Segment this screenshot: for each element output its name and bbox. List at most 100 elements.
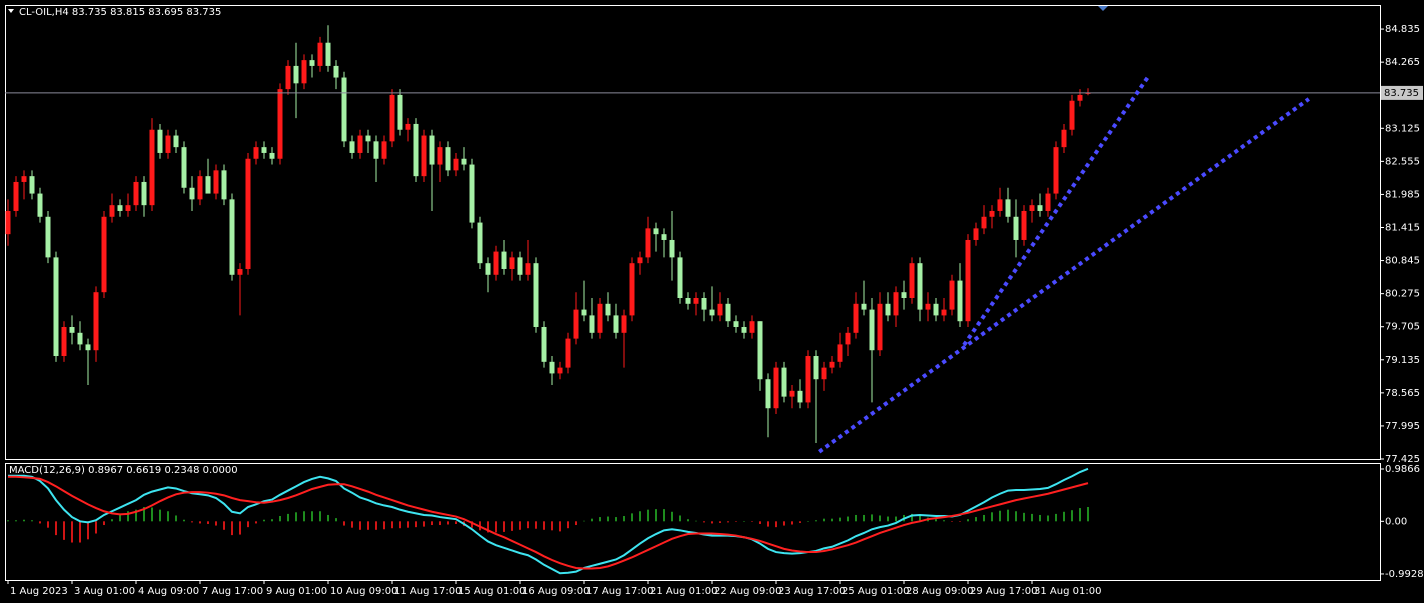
histogram-bar (495, 521, 497, 533)
histogram-bar (159, 509, 161, 522)
histogram-bar (263, 519, 265, 522)
candle-body (989, 210, 995, 217)
histogram-bar (879, 515, 881, 522)
histogram-bar (95, 521, 97, 534)
histogram-bar (655, 509, 657, 522)
histogram-bar (583, 520, 585, 522)
candle-body (141, 181, 147, 206)
candle-body (885, 303, 891, 316)
histogram-bar (791, 521, 793, 525)
candle-body (773, 367, 779, 409)
candle-body (957, 280, 963, 322)
x-tick-label: 11 Aug 17:00 (394, 586, 461, 597)
candle-body (661, 234, 667, 240)
histogram-bar (319, 511, 321, 522)
histogram-bar (207, 521, 209, 524)
candle-body (165, 135, 171, 153)
candle-body (805, 356, 811, 403)
candle-body (45, 216, 51, 258)
histogram-bar (415, 521, 417, 528)
candle-body (333, 65, 339, 78)
histogram-bar (807, 521, 809, 522)
candle-body (365, 135, 371, 142)
candle-body (221, 170, 227, 200)
histogram-bar (487, 521, 489, 533)
x-tick-label: 23 Aug 17:00 (778, 586, 845, 597)
candle-body (821, 367, 827, 380)
histogram-bar (1031, 513, 1033, 522)
x-tick-label: 4 Aug 09:00 (138, 586, 199, 597)
candle-body (973, 228, 979, 240)
histogram-bar (503, 521, 505, 532)
candle-body (965, 239, 971, 322)
histogram-bar (975, 517, 977, 522)
candle-body (621, 315, 627, 333)
histogram-bar (639, 511, 641, 522)
x-tick-label: 29 Aug 17:00 (970, 586, 1037, 597)
candle-body (301, 60, 307, 84)
x-tick-label: 10 Aug 09:00 (330, 586, 397, 597)
candle-body (405, 123, 411, 130)
candle-body (837, 344, 843, 362)
candle-body (581, 309, 587, 316)
candle-body (445, 147, 451, 171)
histogram-bar (663, 509, 665, 522)
candle-body (829, 361, 835, 368)
histogram-bar (239, 521, 241, 535)
y-tick-label: 80.845 (1385, 256, 1420, 267)
y-tick-label: 0.9866 (1385, 464, 1420, 475)
candle-body (933, 303, 939, 316)
candle-body (845, 332, 851, 345)
candle-body (5, 210, 11, 235)
histogram-bar (151, 507, 153, 522)
candle-body (917, 263, 923, 310)
histogram-bar (407, 521, 409, 528)
histogram-bar (1047, 515, 1049, 522)
candle-body (645, 228, 651, 258)
histogram-bar (551, 521, 553, 531)
histogram-bar (1007, 509, 1009, 522)
candle-body (901, 292, 907, 298)
histogram-bar (23, 519, 25, 522)
candle-body (925, 303, 931, 310)
candle-body (589, 315, 595, 333)
candle-body (797, 390, 803, 403)
chart-title: CL-OIL,H4 83.735 83.815 83.695 83.735 (19, 7, 221, 18)
candle-body (437, 147, 443, 165)
x-tick-label: 28 Aug 09:00 (906, 586, 973, 597)
x-tick-label: 22 Aug 09:00 (714, 586, 781, 597)
y-tick-label: 84.265 (1385, 57, 1420, 68)
histogram-bar (271, 519, 273, 522)
histogram-bar (799, 521, 801, 523)
candle-body (1005, 199, 1011, 217)
candle-body (941, 309, 947, 316)
candle-body (125, 205, 131, 211)
candle-body (685, 297, 691, 304)
histogram-bar (1055, 513, 1057, 522)
candle-body (1061, 129, 1067, 148)
histogram-bar (231, 521, 233, 536)
histogram-bar (71, 521, 73, 543)
histogram-bar (631, 513, 633, 522)
candle-body (877, 303, 883, 351)
y-tick-label: 79.135 (1385, 355, 1420, 366)
histogram-bar (839, 517, 841, 522)
histogram-bar (1071, 510, 1073, 522)
histogram-bar (447, 521, 449, 525)
candle-body (869, 309, 875, 351)
candle-body (677, 257, 683, 298)
histogram-bar (327, 514, 329, 522)
candle-body (157, 129, 163, 153)
candle-body (1013, 216, 1019, 240)
candle-body (813, 356, 819, 380)
histogram-bar (951, 521, 953, 522)
histogram-bar (847, 516, 849, 522)
candle-body (893, 292, 899, 316)
candle-body (653, 228, 659, 235)
candle-body (709, 309, 715, 316)
histogram-bar (727, 521, 729, 523)
candle-body (261, 147, 267, 153)
histogram-bar (311, 511, 313, 522)
histogram-bar (279, 516, 281, 522)
